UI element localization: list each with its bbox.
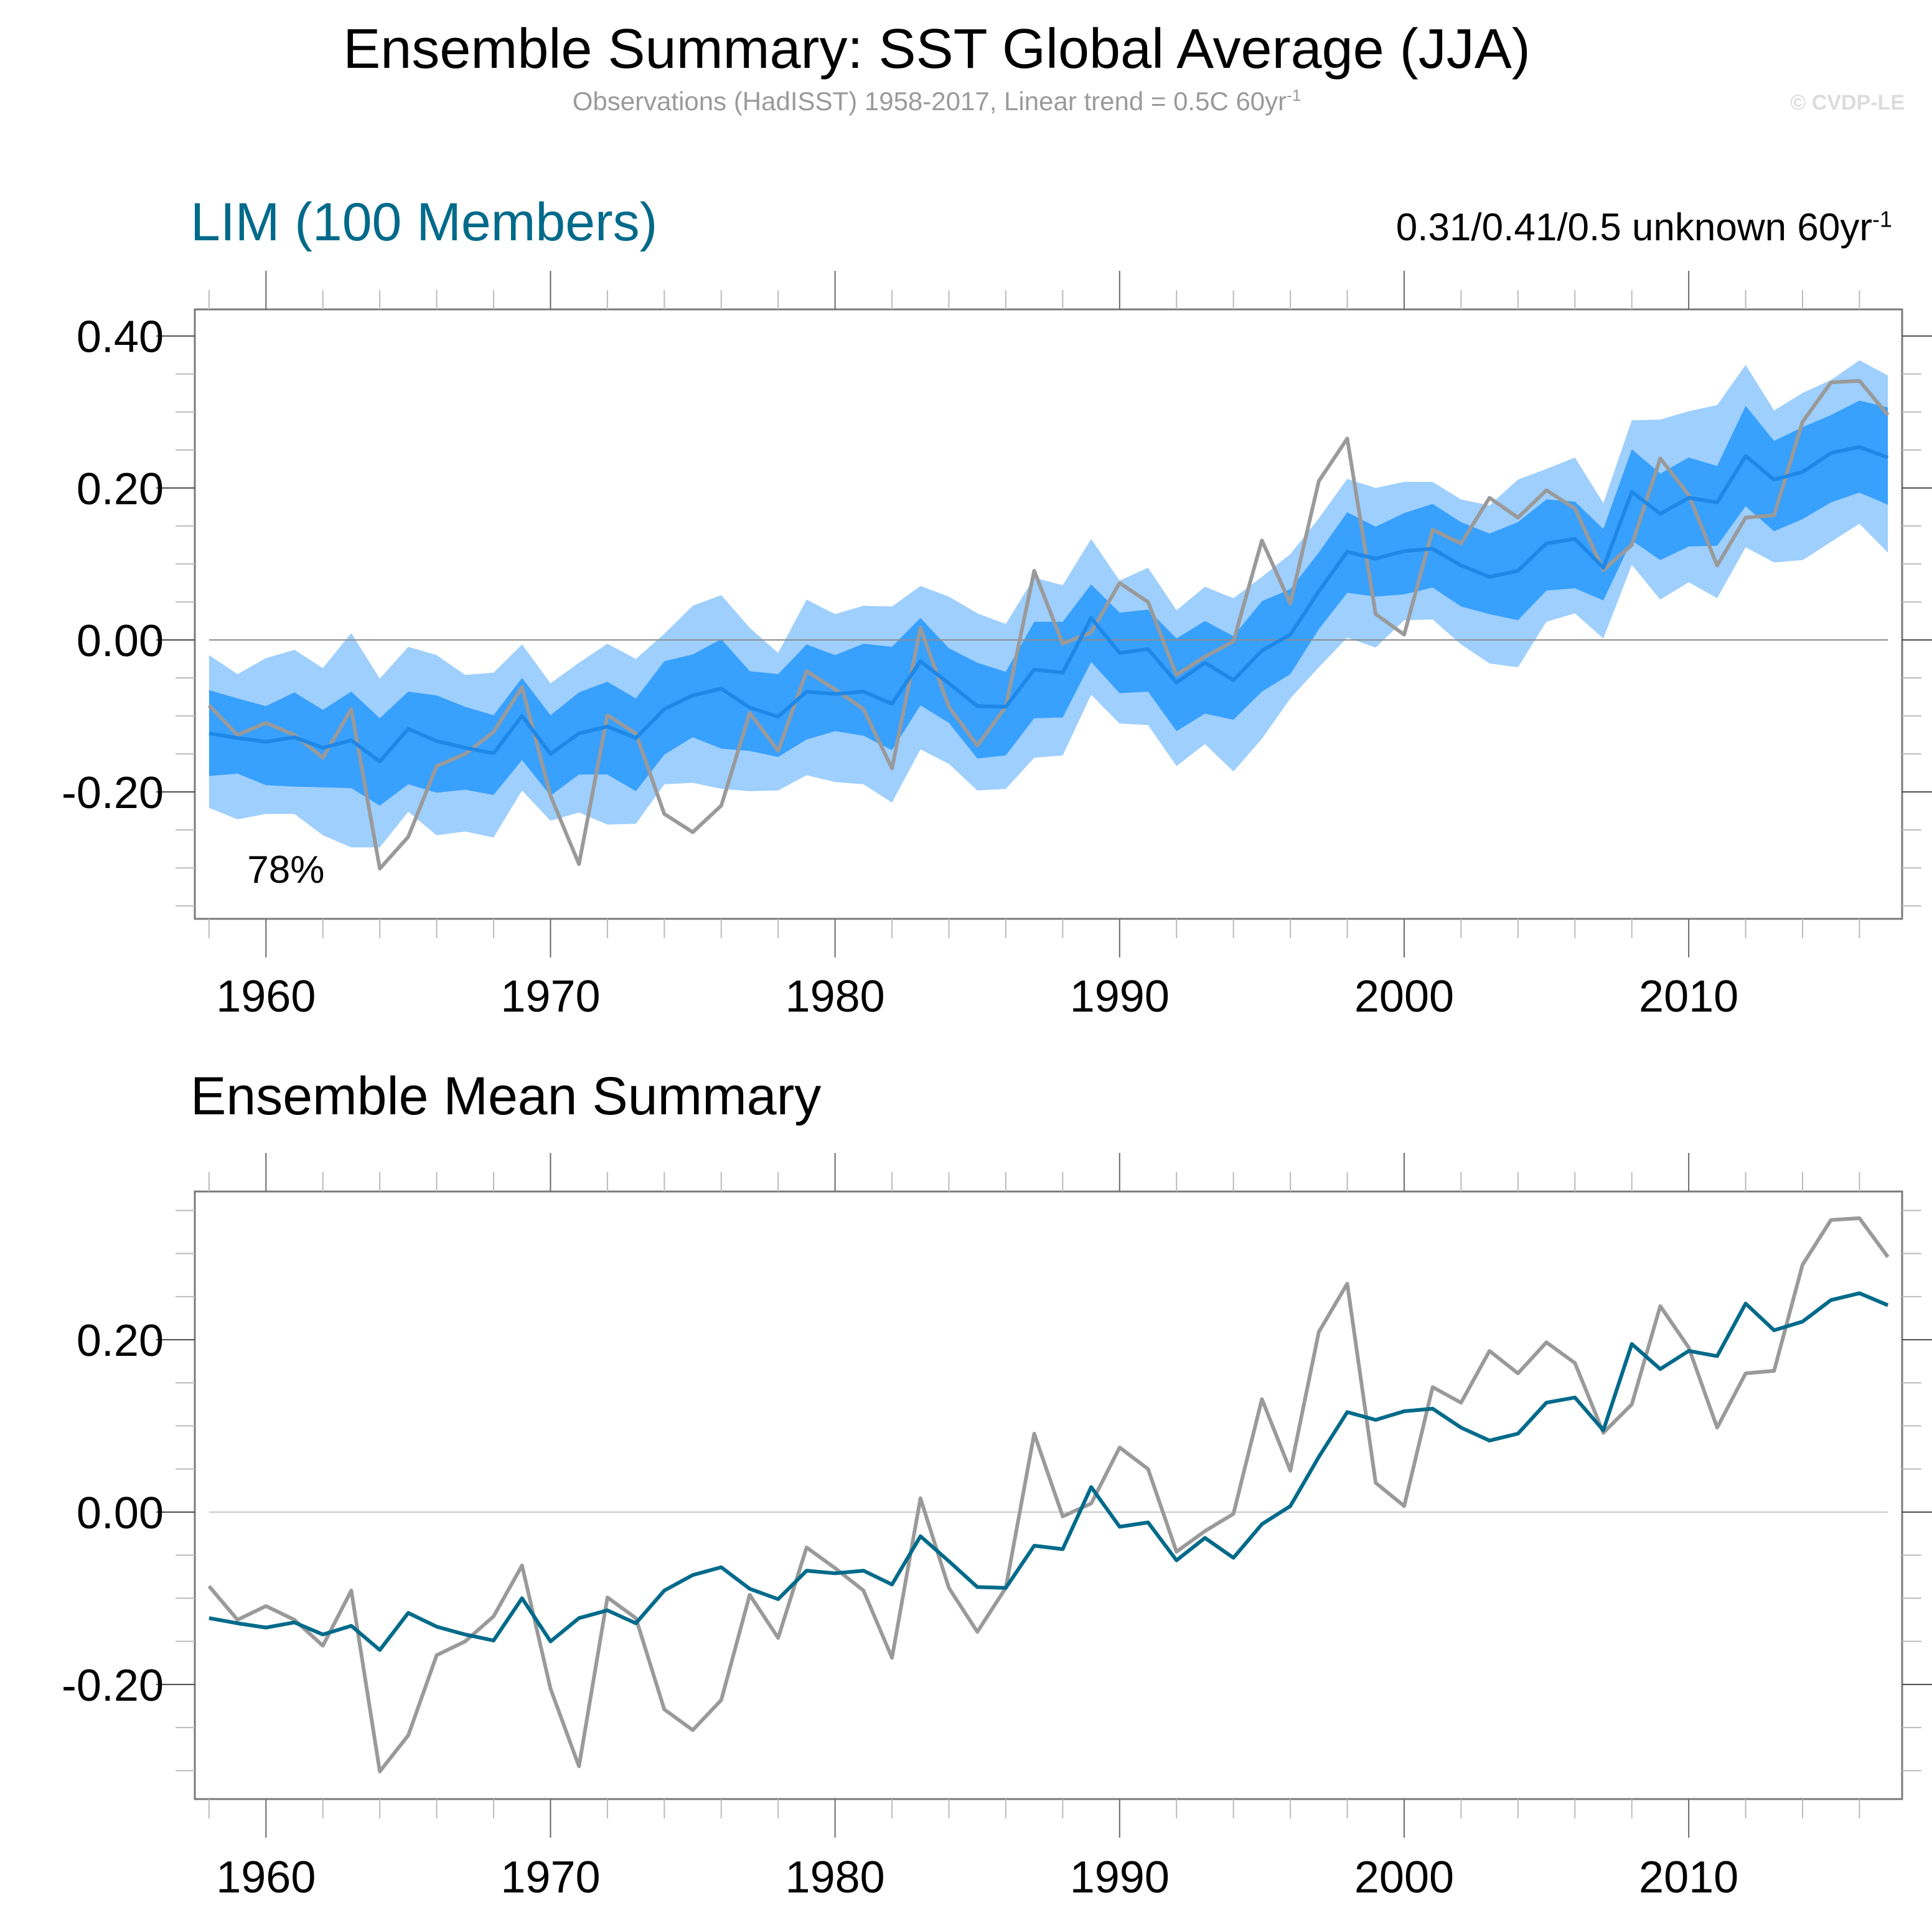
panel2-title: Ensemble Mean Summary [190, 1066, 822, 1126]
ensemble-mean-line [209, 1291, 1889, 1652]
y-tick-label: -0.20 [62, 768, 164, 818]
subtitle-text: Observations (HadISST) 1958-2017, Linear… [572, 87, 1287, 116]
y-tick-label: 0.00 [77, 1488, 164, 1538]
y-tick-label: 0.40 [77, 313, 164, 362]
y-tick-label: -0.20 [62, 1661, 164, 1711]
x-tick-label: 1970 [500, 1853, 600, 1902]
x-tick-label: 2000 [1354, 1853, 1454, 1902]
percent-within-range-label: 78% [247, 848, 324, 891]
x-tick-label: 1960 [216, 1853, 316, 1902]
trend-text: 0.31/0.41/0.5 unknown 60yr [1395, 206, 1872, 249]
plot-frame [194, 308, 1903, 920]
x-tick-label: 1980 [785, 1853, 885, 1902]
panel1-title: LIM (100 Members) [190, 192, 658, 252]
subtitle-superscript: -1 [1287, 86, 1301, 105]
x-tick-label: 1990 [1070, 972, 1170, 1022]
trend-superscript: -1 [1872, 206, 1892, 232]
chart-main-title: Ensemble Summary: SST Global Average (JJ… [343, 18, 1531, 80]
panel2-ensemble-mean-summary: 1960 1970 1980 1990 2000 2010 0.20 0.00 -0.20 [62, 1153, 1932, 1902]
x-tick-label: 2010 [1639, 972, 1738, 1022]
observations-line [207, 378, 1890, 871]
y-tick-label: 0.20 [77, 464, 164, 514]
x-tick-label: 1990 [1070, 1853, 1170, 1902]
x-tick-label: 1960 [216, 972, 316, 1022]
chart-subtitle: Observations (HadISST) 1958-2017, Linear… [0, 86, 1873, 116]
panel1-ensemble-summary: 1960 1970 1980 1990 2000 2010 0.40 0.20 0.00 -0.2… [62, 271, 1932, 1022]
plot-frame [194, 1190, 1903, 1800]
observations-line [207, 1216, 1890, 1774]
x-tick-label: 1980 [785, 972, 885, 1022]
x-tick-label: 2000 [1354, 972, 1454, 1022]
ensemble-mean-line [209, 444, 1889, 764]
y-tick-label: 0.00 [77, 616, 164, 666]
inner-range-band [209, 400, 1888, 806]
y-tick-label: 0.20 [77, 1316, 164, 1366]
x-tick-label: 1970 [500, 972, 600, 1022]
panel1-trend-annotation: 0.31/0.41/0.5 unknown 60yr-1 [1396, 205, 1892, 250]
copyright-label: © CVDP-LE [1790, 91, 1905, 115]
x-tick-label: 2010 [1639, 1853, 1738, 1902]
